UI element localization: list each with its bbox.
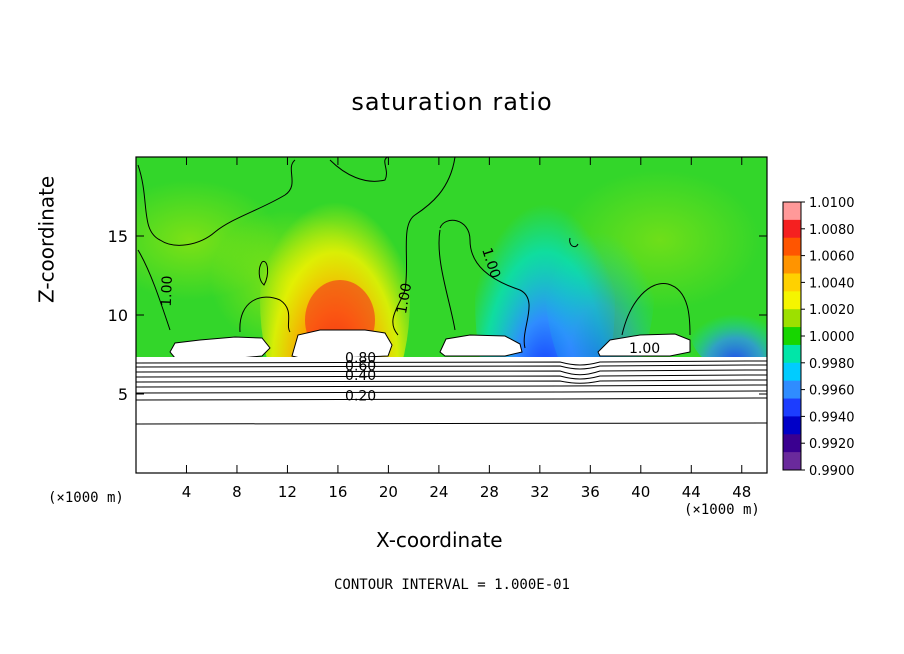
y-axis-label: Z-coordinate (34, 175, 59, 303)
contour-interval-note: CONTOUR INTERVAL = 1.000E-01 (333, 577, 570, 593)
cool-anomaly-right (690, 290, 767, 370)
x-tick-label: 36 (581, 483, 600, 501)
chart-title: saturation ratio (351, 88, 553, 116)
x-tick-label: 16 (328, 483, 347, 501)
colorbar-label: 1.0100 (809, 196, 855, 211)
contour-0.70 (136, 369, 767, 376)
colorbar-swatch (783, 434, 801, 453)
contour-0.90 (136, 360, 767, 366)
contour-0.60 (136, 374, 767, 380)
contour-labels: 1.00 1.001.001.000.800.600.400.20 (159, 246, 660, 404)
colorbar-swatch (783, 362, 801, 382)
y-tick-label: 10 (108, 306, 128, 325)
colorbar-label: 1.0000 (809, 330, 855, 345)
y-tick-label: 15 (108, 227, 128, 246)
contour-label: 1.00 (159, 275, 176, 307)
x-tick-label: 44 (682, 483, 701, 501)
x-tick-label: 20 (379, 483, 398, 501)
contour-1.00-bump (239, 296, 291, 333)
cloud-region-2 (291, 329, 393, 359)
contour-0.20 (136, 397, 767, 401)
colorbar-swatch (783, 398, 801, 417)
contour-label: 0.40 (345, 368, 376, 384)
contour-0.30 (136, 390, 767, 394)
contour-0.50 (136, 379, 767, 384)
contour-label: 0.80 (345, 350, 376, 366)
contour-label: 0.60 (345, 358, 376, 374)
x-unit-label-right: (×1000 m) (684, 502, 760, 518)
colorbar-swatch (783, 309, 801, 328)
cloud-region-3 (439, 334, 523, 357)
contour-1.00-blob2 (258, 260, 269, 286)
contour-0.80 (136, 364, 767, 370)
colorbar-swatch (783, 416, 801, 435)
colorbar-label: 0.9960 (809, 384, 855, 399)
x-unit-label-left: (×1000 m) (48, 490, 124, 506)
contour-lines (136, 157, 767, 425)
colorbar-swatch (783, 452, 801, 471)
x-axis-ticks: 4 8 12 16 20 24 28 32 36 40 44 48 (182, 157, 751, 501)
colorbar-swatch (783, 273, 801, 292)
colorbar-swatch (783, 344, 801, 364)
x-tick-label: 28 (480, 483, 499, 501)
colorbar-label: 1.0040 (809, 276, 855, 291)
x-tick-label: 32 (530, 483, 549, 501)
contour-1.00-top (329, 157, 389, 182)
colorbar: 1.0100 1.0080 1.0060 1.0040 1.0020 1.0000 0.99… (782, 196, 855, 479)
contour-label: 0.20 (345, 388, 376, 404)
contour-label: 1.00 (394, 282, 415, 315)
contour-0.40 (136, 384, 767, 388)
y-axis-ticks: 5 10 15 (108, 227, 767, 404)
x-tick-label: 4 (182, 483, 192, 501)
colorbar-swatch (783, 237, 801, 257)
colorbar-label: 0.9920 (809, 437, 855, 452)
x-tick-label: 8 (232, 483, 242, 501)
contour-1.00-mid (392, 157, 456, 336)
contour-label: 1.00 (629, 341, 660, 357)
contour-1.00-blob (569, 237, 579, 248)
colorbar-label: 1.0020 (809, 303, 855, 318)
cloud-region-4 (597, 333, 691, 357)
colorbar-swatch (783, 380, 801, 400)
colorbar-label: 0.9900 (809, 464, 855, 479)
colorbar-label: 1.0060 (809, 250, 855, 265)
colorbar-label: 0.9940 (809, 410, 855, 425)
x-tick-label: 12 (278, 483, 297, 501)
y-tick-label: 5 (118, 385, 128, 404)
contour-0.10 (136, 422, 767, 425)
contour-1.00-right2 (438, 229, 456, 331)
colorbar-swatch (783, 255, 801, 274)
cloud-regions (169, 329, 691, 359)
contour-1.00-left (137, 159, 296, 246)
colorbar-swatch (783, 219, 801, 239)
colorbar-swatch (783, 202, 801, 221)
x-tick-label: 24 (429, 483, 448, 501)
saturation-field (136, 157, 767, 473)
colorbar-swatch (783, 291, 801, 310)
colorbar-label: 1.0080 (809, 223, 855, 238)
subsaturated-lower-region (136, 357, 767, 473)
contour-1.00-right (439, 219, 530, 349)
contour-1.00-left-lower (137, 249, 171, 331)
x-tick-label: 40 (631, 483, 650, 501)
x-axis-label: X-coordinate (376, 528, 503, 552)
colorbar-swatch (783, 327, 801, 346)
x-tick-label: 48 (732, 483, 751, 501)
contour-1.00-hill (621, 283, 691, 336)
colorbar-label: 0.9980 (809, 357, 855, 372)
